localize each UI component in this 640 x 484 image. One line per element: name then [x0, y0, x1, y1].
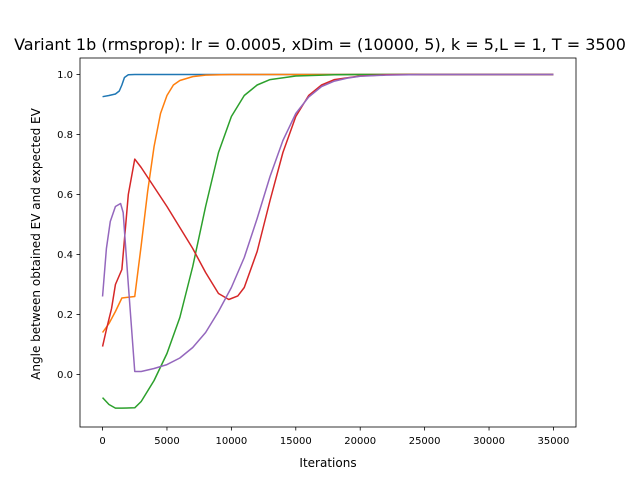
y-tick-label: 0.0 [57, 370, 73, 381]
series-line-2 [101, 73, 554, 333]
x-tick-label: 30000 [473, 436, 505, 447]
x-tick-label: 10000 [215, 436, 247, 447]
y-tick-label: 0.8 [57, 130, 73, 141]
series-layer [101, 73, 554, 409]
plot-frame [79, 57, 577, 428]
ticks-layer: 0 5000 10000 15000 20000 25000 30000 35000 0.0 0.… [57, 70, 569, 447]
x-axis-label: Iterations [299, 456, 356, 470]
series-line-5 [101, 73, 554, 373]
y-axis-label: Angle between obtained EV and expected E… [29, 107, 43, 379]
x-tick-label: 35000 [538, 436, 570, 447]
y-tick-label: 1.0 [57, 70, 73, 81]
y-tick-label: 0.6 [57, 190, 73, 201]
x-tick-label: 15000 [280, 436, 312, 447]
series-line-1 [102, 73, 554, 98]
y-tick-label: 0.4 [57, 250, 73, 261]
chart-title: Variant 1b (rmsprop): lr = 0.0005, xDim … [14, 35, 626, 54]
y-tick-label: 0.2 [57, 310, 73, 321]
x-tick-label: 25000 [409, 436, 441, 447]
x-tick-label: 0 [99, 436, 105, 447]
x-tick-label: 20000 [344, 436, 376, 447]
series-line-3 [102, 73, 554, 409]
x-tick-label: 5000 [154, 436, 179, 447]
